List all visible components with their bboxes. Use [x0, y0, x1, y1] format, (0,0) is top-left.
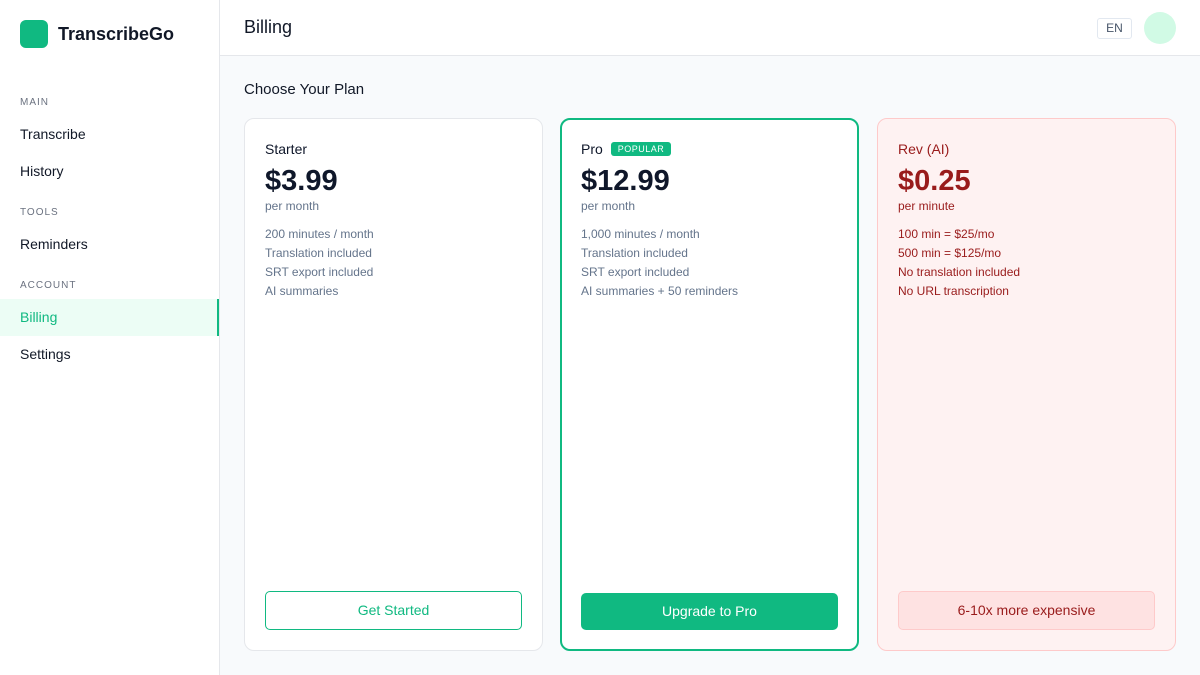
plan-name: Starter: [265, 141, 308, 157]
plan-card-rev: Rev (AI) $0.25 per minute 100 min = $25/…: [877, 118, 1176, 651]
feature-item: AI summaries + 50 reminders: [581, 284, 739, 298]
plan-name: Pro: [581, 141, 603, 157]
sidebar: TranscribeGo MAIN Transcribe History TOO…: [0, 0, 220, 675]
sidebar-item-transcribe[interactable]: Transcribe: [20, 126, 86, 142]
comparison-note-button: 6-10x more expensive: [898, 591, 1155, 630]
feature-item: 100 min = $25/mo: [898, 227, 995, 241]
plan-price: $12.99: [581, 165, 670, 197]
plan-period: per minute: [898, 199, 955, 213]
avatar[interactable]: [1144, 12, 1176, 44]
feature-item: 1,000 minutes / month: [581, 227, 700, 241]
feature-item: SRT export included: [265, 265, 374, 279]
sidebar-item-settings[interactable]: Settings: [20, 346, 71, 362]
feature-item: AI summaries: [265, 284, 339, 298]
sidebar-item-history[interactable]: History: [20, 163, 64, 179]
sidebar-item-reminders[interactable]: Reminders: [20, 236, 88, 252]
feature-item: Translation included: [265, 246, 372, 260]
plan-price: $3.99: [265, 165, 338, 197]
sidebar-item-billing[interactable]: Billing: [0, 299, 219, 336]
section-label-tools: TOOLS: [20, 207, 59, 218]
plan-card-starter: Starter $3.99 per month 200 minutes / mo…: [244, 118, 543, 651]
feature-item: No translation included: [898, 265, 1021, 279]
feature-item: 200 minutes / month: [265, 227, 374, 241]
language-button[interactable]: EN: [1097, 18, 1132, 39]
section-label-account: ACCOUNT: [20, 280, 77, 291]
plan-name: Rev (AI): [898, 141, 950, 157]
get-started-button[interactable]: Get Started: [265, 591, 522, 630]
brand-name: TranscribeGo: [58, 24, 175, 44]
plan-period: per month: [581, 199, 636, 213]
plan-price: $0.25: [898, 165, 971, 197]
section-label-main: MAIN: [20, 97, 49, 108]
feature-item: No URL transcription: [898, 284, 1009, 298]
feature-item: 500 min = $125/mo: [898, 246, 1002, 260]
section-heading: Choose Your Plan: [244, 81, 365, 98]
popular-badge: POPULAR: [610, 142, 672, 156]
feature-item: Translation included: [581, 246, 688, 260]
header: Billing EN: [220, 0, 1200, 56]
logo-icon: [20, 20, 48, 48]
page-title: Billing: [244, 17, 293, 37]
plan-period: per month: [265, 199, 320, 213]
feature-item: SRT export included: [581, 265, 690, 279]
upgrade-to-pro-button[interactable]: Upgrade to Pro: [581, 593, 838, 630]
plan-card-pro: Pro POPULAR $12.99 per month 1,000 minute…: [560, 118, 859, 651]
